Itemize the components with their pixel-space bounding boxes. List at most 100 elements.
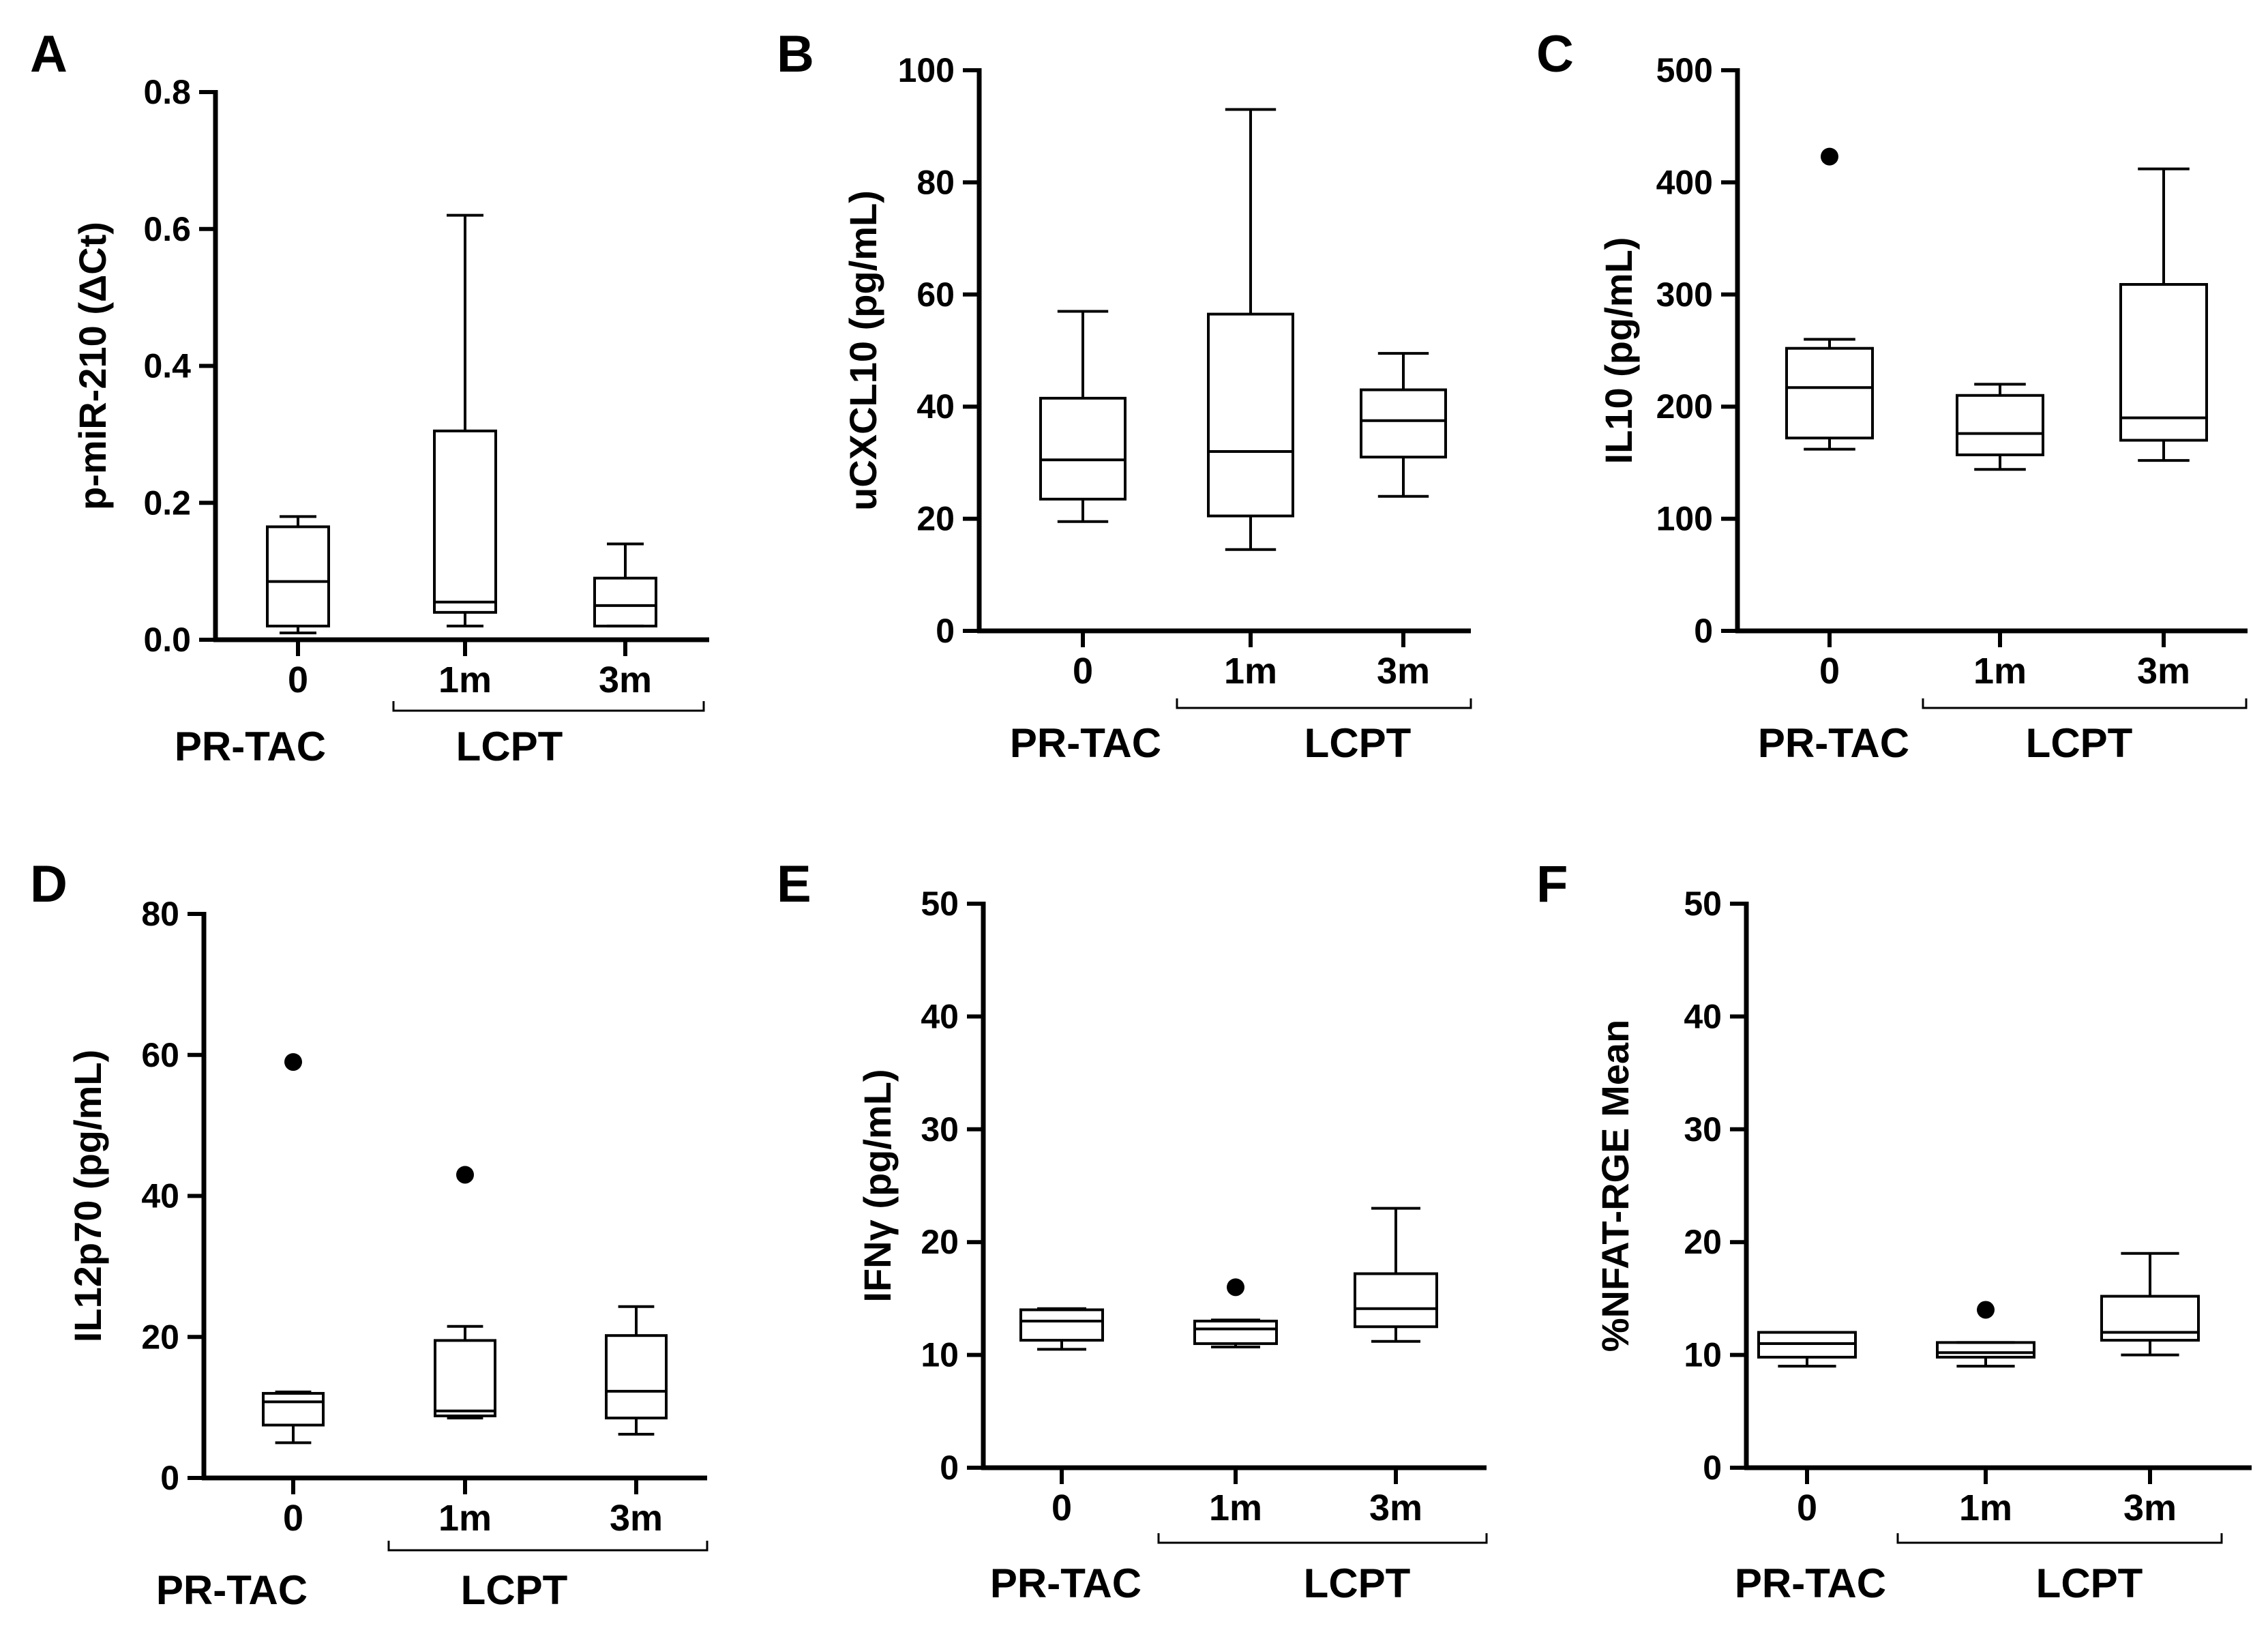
y-tick-label: 0 xyxy=(160,1459,179,1497)
y-tick-label: 20 xyxy=(141,1318,179,1356)
box-iqr xyxy=(1354,1272,1438,1329)
box-iqr xyxy=(262,1391,325,1427)
box-0 xyxy=(266,515,330,634)
box-3m xyxy=(1360,352,1447,498)
y-tick-label: 100 xyxy=(898,51,955,89)
box-iqr xyxy=(266,525,330,627)
y-tick-label: 40 xyxy=(141,1177,179,1215)
group-label-pr-tac: PR-TAC xyxy=(1758,720,1909,766)
x-category-label: 1m xyxy=(1973,651,2027,692)
y-tick-label: 100 xyxy=(1656,500,1713,538)
y-tick-label: 0 xyxy=(1694,612,1713,650)
outlier-point xyxy=(284,1053,302,1071)
group-label-lcpt: LCPT xyxy=(2026,720,2133,766)
y-tick-label: 0.8 xyxy=(143,73,191,111)
box-1m xyxy=(1193,1278,1278,1349)
x-category-label: 3m xyxy=(1369,1488,1422,1528)
y-axis-title: uCXCL10 (pg/mL) xyxy=(841,190,884,511)
group-bracket xyxy=(392,701,705,712)
box-1m xyxy=(1936,1301,2035,1368)
x-category-label: 1m xyxy=(1224,651,1277,692)
box-iqr xyxy=(1360,388,1447,459)
y-tick-label: 0.4 xyxy=(143,347,191,385)
x-category-label: 3m xyxy=(610,1498,663,1539)
box-iqr xyxy=(2100,1294,2200,1342)
y-tick-label: 20 xyxy=(1684,1223,1722,1261)
panel-c: C 0 100 200 300 400 500 IL10 (pg/mL) 0 1m 3m PR-TAC… xyxy=(1536,25,2248,766)
y-tick-label: 400 xyxy=(1656,163,1713,201)
y-tick-label: 0 xyxy=(1703,1449,1722,1487)
x-category-label: 1m xyxy=(1209,1488,1262,1528)
box-0 xyxy=(1757,1331,1857,1368)
group-label-pr-tac: PR-TAC xyxy=(156,1567,308,1613)
panel-letter: D xyxy=(30,855,68,913)
y-axis-title: %NFAT-RGE Mean xyxy=(1594,1020,1637,1352)
y-tick-label: 80 xyxy=(916,163,955,201)
x-category-label: 3m xyxy=(1377,651,1430,692)
panel-letter: A xyxy=(30,25,68,83)
x-category-label: 3m xyxy=(599,660,652,700)
box-iqr xyxy=(593,576,657,627)
box-iqr xyxy=(1019,1308,1104,1342)
box-1m xyxy=(1207,108,1294,551)
group-label-lcpt: LCPT xyxy=(456,724,563,769)
y-tick-label: 300 xyxy=(1656,276,1713,314)
panel-letter: B xyxy=(777,25,814,83)
y-tick-label: 0.0 xyxy=(143,621,191,659)
group-bracket xyxy=(1157,1533,1488,1544)
group-label-lcpt: LCPT xyxy=(2036,1560,2143,1606)
y-tick-label: 60 xyxy=(916,276,955,314)
y-tick-label: 10 xyxy=(1684,1336,1722,1374)
panel-e: E 0 10 20 30 40 50 IFNγ (pg/mL) 0 1m 3m PR-TAC LCPT xyxy=(777,855,1488,1606)
y-axis-title: p-miR-210 (ΔCt) xyxy=(71,222,114,510)
outlier-point xyxy=(1821,147,1838,166)
panel-letter: E xyxy=(777,855,811,913)
outlier-point xyxy=(456,1166,474,1184)
panel-b: B 0 20 40 60 80 100 uCXCL10 (pg/mL) 0 1m 3m PR-TAC L… xyxy=(777,25,1472,766)
box-iqr xyxy=(1936,1341,2035,1359)
panel-letter: C xyxy=(1536,25,1574,83)
y-tick-label: 30 xyxy=(921,1110,959,1149)
outlier-point xyxy=(1227,1278,1244,1297)
y-tick-label: 50 xyxy=(921,885,959,923)
box-3m xyxy=(2119,167,2208,462)
y-tick-label: 0 xyxy=(936,612,955,650)
box-iqr xyxy=(605,1334,668,1420)
panel-f: F 0 10 20 30 40 50 %NFAT-RGE Mean 0 1m 3m PR-TAC LCP… xyxy=(1536,855,2252,1606)
group-bracket xyxy=(1896,1533,2223,1544)
y-axis-title: IL12p70 (pg/mL) xyxy=(66,1050,109,1342)
box-1m xyxy=(1956,383,2044,471)
box-iqr xyxy=(1785,346,1874,440)
y-tick-label: 50 xyxy=(1684,885,1722,923)
y-tick-label: 10 xyxy=(921,1336,959,1374)
box-iqr xyxy=(434,1339,496,1418)
group-bracket xyxy=(387,1541,708,1552)
x-category-label: 0 xyxy=(283,1498,303,1539)
box-1m xyxy=(434,1166,496,1420)
x-category-label: 1m xyxy=(438,660,492,700)
x-category-label: 1m xyxy=(438,1498,492,1539)
x-category-label: 3m xyxy=(2123,1488,2177,1528)
box-3m xyxy=(2100,1252,2200,1357)
group-bracket xyxy=(1176,698,1472,709)
group-bracket xyxy=(1922,698,2248,709)
box-iqr xyxy=(2119,283,2208,442)
group-label-lcpt: LCPT xyxy=(1304,720,1412,766)
group-label-pr-tac: PR-TAC xyxy=(1010,720,1161,766)
panel-d: D 0 20 40 60 80 IL12p70 (pg/mL) 0 1m 3m PR-TAC LCPT xyxy=(30,855,708,1613)
x-category-label: 3m xyxy=(2137,651,2190,692)
x-category-label: 0 xyxy=(288,660,308,700)
box-1m xyxy=(433,213,497,627)
group-label-pr-tac: PR-TAC xyxy=(175,724,326,769)
y-tick-label: 40 xyxy=(916,387,955,426)
box-iqr xyxy=(433,429,497,614)
box-iqr xyxy=(1207,312,1294,518)
y-tick-label: 60 xyxy=(141,1036,179,1074)
group-label-lcpt: LCPT xyxy=(1304,1560,1411,1606)
box-3m xyxy=(593,542,657,627)
box-iqr xyxy=(1193,1319,1278,1346)
x-category-label: 0 xyxy=(1051,1488,1072,1528)
x-category-label: 0 xyxy=(1797,1488,1817,1528)
group-label-lcpt: LCPT xyxy=(461,1567,568,1613)
y-tick-label: 20 xyxy=(921,1223,959,1261)
